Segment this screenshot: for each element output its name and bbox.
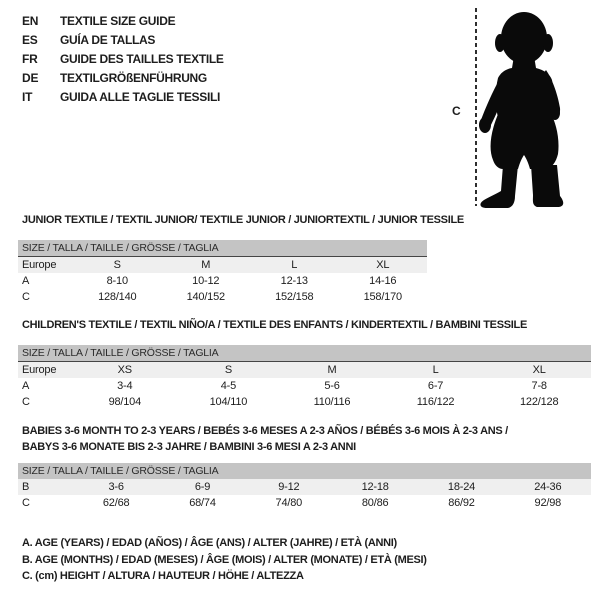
children-size-table: SIZE / TALLA / TAILLE / GRÖSSE / TAGLIA …: [18, 345, 591, 410]
value-cell: M: [161, 256, 250, 273]
language-title: TEXTILGRÖßENFÜHRUNG: [60, 70, 207, 85]
value-cell: 116/122: [416, 395, 455, 408]
value-cell: 12-18: [361, 481, 389, 493]
table-row: C 98/104 104/110 110/116 116/122 122/128: [18, 394, 591, 410]
value-cell: 6-7: [427, 379, 444, 392]
value-cell: 9-12: [278, 481, 300, 493]
value-cell: 158/170: [363, 290, 403, 303]
table-row: A 8-10 10-12 12-13 14-16: [18, 273, 427, 289]
value-cell: L: [383, 361, 488, 378]
language-title: TEXTILE SIZE GUIDE: [60, 13, 176, 28]
value-cell: 152/158: [275, 290, 314, 303]
value-cell: 74/80: [275, 497, 303, 509]
value-cell: 80/86: [361, 497, 389, 509]
row-label-cell: C: [22, 290, 30, 303]
value-cell: 92/98: [534, 497, 562, 509]
language-row-es: ES GUÍA DE TALLAS: [22, 30, 224, 49]
footnote-c: C. (cm) HEIGHT / ALTURA / HAUTEUR / HÖHE…: [22, 570, 304, 582]
table-row: B 3-6 6-9 9-12 12-18 18-24 24-36: [18, 479, 591, 495]
value-cell: 86/92: [448, 497, 475, 509]
value-cell: XL: [487, 361, 591, 378]
babies-table-title-line1: BABIES 3-6 MONTH TO 2-3 YEARS / BEBÉS 3-…: [22, 425, 508, 437]
value-cell: 14-16: [369, 274, 397, 287]
row-label-cell: C: [22, 395, 30, 408]
language-title-block: EN TEXTILE SIZE GUIDE ES GUÍA DE TALLAS …: [22, 11, 224, 106]
row-label-cell: A: [22, 274, 30, 287]
value-cell: 3-6: [108, 481, 125, 493]
junior-table: Europe S M L XL A 8-10 10-12 12-13 14-16 C 128/140 1…: [18, 256, 427, 305]
language-code: FR: [22, 51, 38, 66]
value-cell: 4-5: [220, 379, 237, 392]
value-cell: 7-8: [531, 379, 548, 392]
table-row: A 3-4 4-5 5-6 6-7 7-8: [18, 378, 591, 394]
language-code: EN: [22, 13, 39, 28]
value-cell: 122/128: [520, 395, 559, 408]
babies-table: B 3-6 6-9 9-12 12-18 18-24 24-36 C 62/68 68/74 74/…: [18, 479, 591, 511]
language-title: GUÍA DE TALLAS: [60, 32, 156, 47]
value-cell: 18-24: [447, 481, 476, 493]
value-cell: 24-36: [534, 481, 562, 493]
footnote-b: B. AGE (MONTHS) / EDAD (MESES) / ÂGE (MO…: [22, 553, 427, 566]
language-title: GUIDA ALLE TAGLIE TESSILI: [60, 89, 221, 104]
value-cell: M: [280, 361, 384, 378]
size-header-bar: SIZE / TALLA / TAILLE / GRÖSSE / TAGLIA: [18, 463, 591, 479]
language-row-de: DE TEXTILGRÖßENFÜHRUNG: [22, 68, 224, 87]
children-table-title: CHILDREN'S TEXTILE / TEXTIL NIÑO/A / TEX…: [22, 319, 527, 331]
height-dimension-label: C: [452, 104, 461, 118]
language-code: DE: [22, 70, 39, 85]
row-label-cell: Europe: [18, 256, 73, 273]
table-row: C 62/68 68/74 74/80 80/86 86/92 92/98: [18, 495, 591, 511]
value-cell: 68/74: [189, 497, 216, 509]
row-label-cell: B: [22, 481, 30, 493]
language-code: IT: [22, 89, 33, 104]
value-cell: 140/152: [186, 290, 226, 303]
table-row: Europe S M L XL: [18, 256, 427, 273]
row-label-cell: C: [22, 497, 30, 509]
footnote-a: A. AGE (YEARS) / EDAD (AÑOS) / ÂGE (ANS)…: [22, 537, 397, 549]
value-cell: XL: [338, 256, 427, 273]
value-cell: 5-6: [324, 379, 340, 392]
footnotes: A. AGE (YEARS) / EDAD (AÑOS) / ÂGE (ANS)…: [22, 535, 427, 585]
value-cell: 3-4: [117, 379, 133, 392]
value-cell: 62/68: [102, 497, 130, 509]
babies-table-title: BABIES 3-6 MONTH TO 2-3 YEARS / BEBÉS 3-…: [22, 424, 582, 455]
height-dimension-line: [475, 8, 477, 206]
value-cell: 12-13: [280, 274, 308, 287]
junior-size-table: SIZE / TALLA / TAILLE / GRÖSSE / TAGLIA …: [18, 240, 427, 305]
language-code: ES: [22, 32, 38, 47]
size-header-bar: SIZE / TALLA / TAILLE / GRÖSSE / TAGLIA: [18, 240, 427, 256]
language-row-fr: FR GUIDE DES TAILLES TEXTILE: [22, 49, 224, 68]
value-cell: 104/110: [209, 395, 248, 408]
value-cell: S: [73, 256, 162, 273]
value-cell: S: [176, 361, 281, 378]
size-header-bar: SIZE / TALLA / TAILLE / GRÖSSE / TAGLIA: [18, 345, 591, 361]
table-row: Europe XS S M L XL: [18, 361, 591, 378]
children-table: Europe XS S M L XL A 3-4 4-5 5-6 6-7 7-8 C 98/104 104/…: [18, 361, 591, 410]
value-cell: XS: [73, 361, 177, 378]
value-cell: 110/116: [313, 395, 351, 408]
baby-silhouette-icon: [479, 12, 564, 208]
value-cell: 6-9: [194, 481, 211, 493]
row-label-cell: A: [22, 379, 30, 392]
babies-size-table: SIZE / TALLA / TAILLE / GRÖSSE / TAGLIA …: [18, 463, 591, 511]
table-row: C 128/140 140/152 152/158 158/170: [18, 289, 427, 305]
row-label-cell: Europe: [18, 361, 73, 378]
value-cell: 98/104: [108, 395, 142, 408]
value-cell: 10-12: [192, 274, 220, 287]
language-row-it: IT GUIDA ALLE TAGLIE TESSILI: [22, 87, 224, 106]
value-cell: 8-10: [106, 274, 128, 287]
value-cell: L: [250, 256, 339, 273]
language-row-en: EN TEXTILE SIZE GUIDE: [22, 11, 224, 30]
babies-table-title-line2: BABYS 3-6 MONATE BIS 2-3 JAHRE / BAMBINI…: [22, 440, 356, 453]
value-cell: 128/140: [98, 290, 137, 303]
language-title: GUIDE DES TAILLES TEXTILE: [60, 51, 224, 66]
junior-table-title: JUNIOR TEXTILE / TEXTIL JUNIOR/ TEXTILE …: [22, 214, 464, 226]
